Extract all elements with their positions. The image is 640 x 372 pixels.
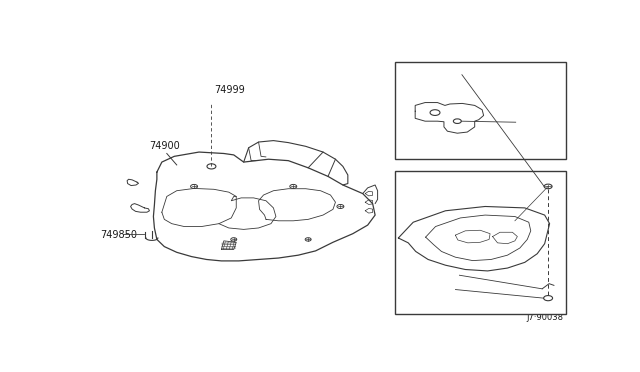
Text: 749850: 749850 [100,230,137,240]
Text: 74952M: 74952M [518,117,557,127]
Text: 74900: 74900 [150,141,180,151]
Bar [395,171,566,314]
Text: INSULATOR SEAT: INSULATOR SEAT [403,70,485,80]
Text: 74871: 74871 [412,270,442,280]
Text: J7·90038: J7·90038 [527,314,564,323]
Bar [395,62,566,159]
Text: 74999: 74999 [214,86,244,96]
Text: 74915A: 74915A [401,285,438,295]
Text: 74994H: 74994H [404,70,442,80]
